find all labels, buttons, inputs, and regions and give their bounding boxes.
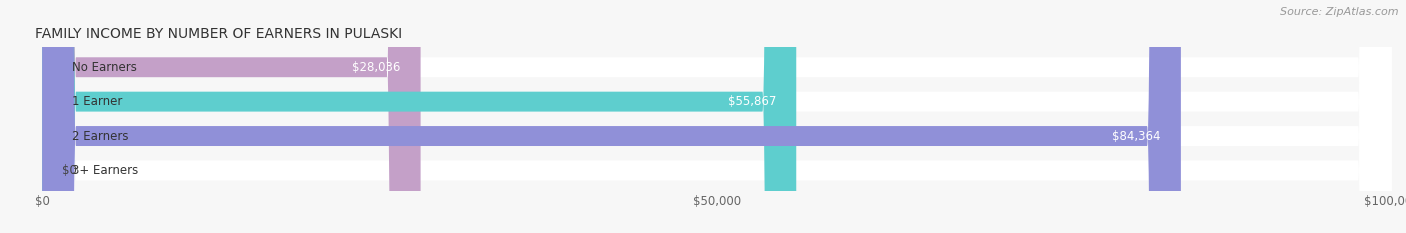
Text: $28,036: $28,036	[352, 61, 401, 74]
Text: 1 Earner: 1 Earner	[72, 95, 122, 108]
Text: $55,867: $55,867	[728, 95, 776, 108]
Text: No Earners: No Earners	[72, 61, 136, 74]
Text: $0: $0	[62, 164, 77, 177]
Text: FAMILY INCOME BY NUMBER OF EARNERS IN PULASKI: FAMILY INCOME BY NUMBER OF EARNERS IN PU…	[35, 27, 402, 41]
FancyBboxPatch shape	[42, 0, 1392, 233]
Text: 3+ Earners: 3+ Earners	[72, 164, 138, 177]
Text: 2 Earners: 2 Earners	[72, 130, 128, 143]
FancyBboxPatch shape	[42, 0, 1181, 233]
Text: Source: ZipAtlas.com: Source: ZipAtlas.com	[1281, 7, 1399, 17]
FancyBboxPatch shape	[42, 0, 796, 233]
Text: $84,364: $84,364	[1112, 130, 1160, 143]
FancyBboxPatch shape	[42, 0, 1392, 233]
FancyBboxPatch shape	[42, 0, 1392, 233]
FancyBboxPatch shape	[42, 0, 1392, 233]
FancyBboxPatch shape	[42, 0, 420, 233]
